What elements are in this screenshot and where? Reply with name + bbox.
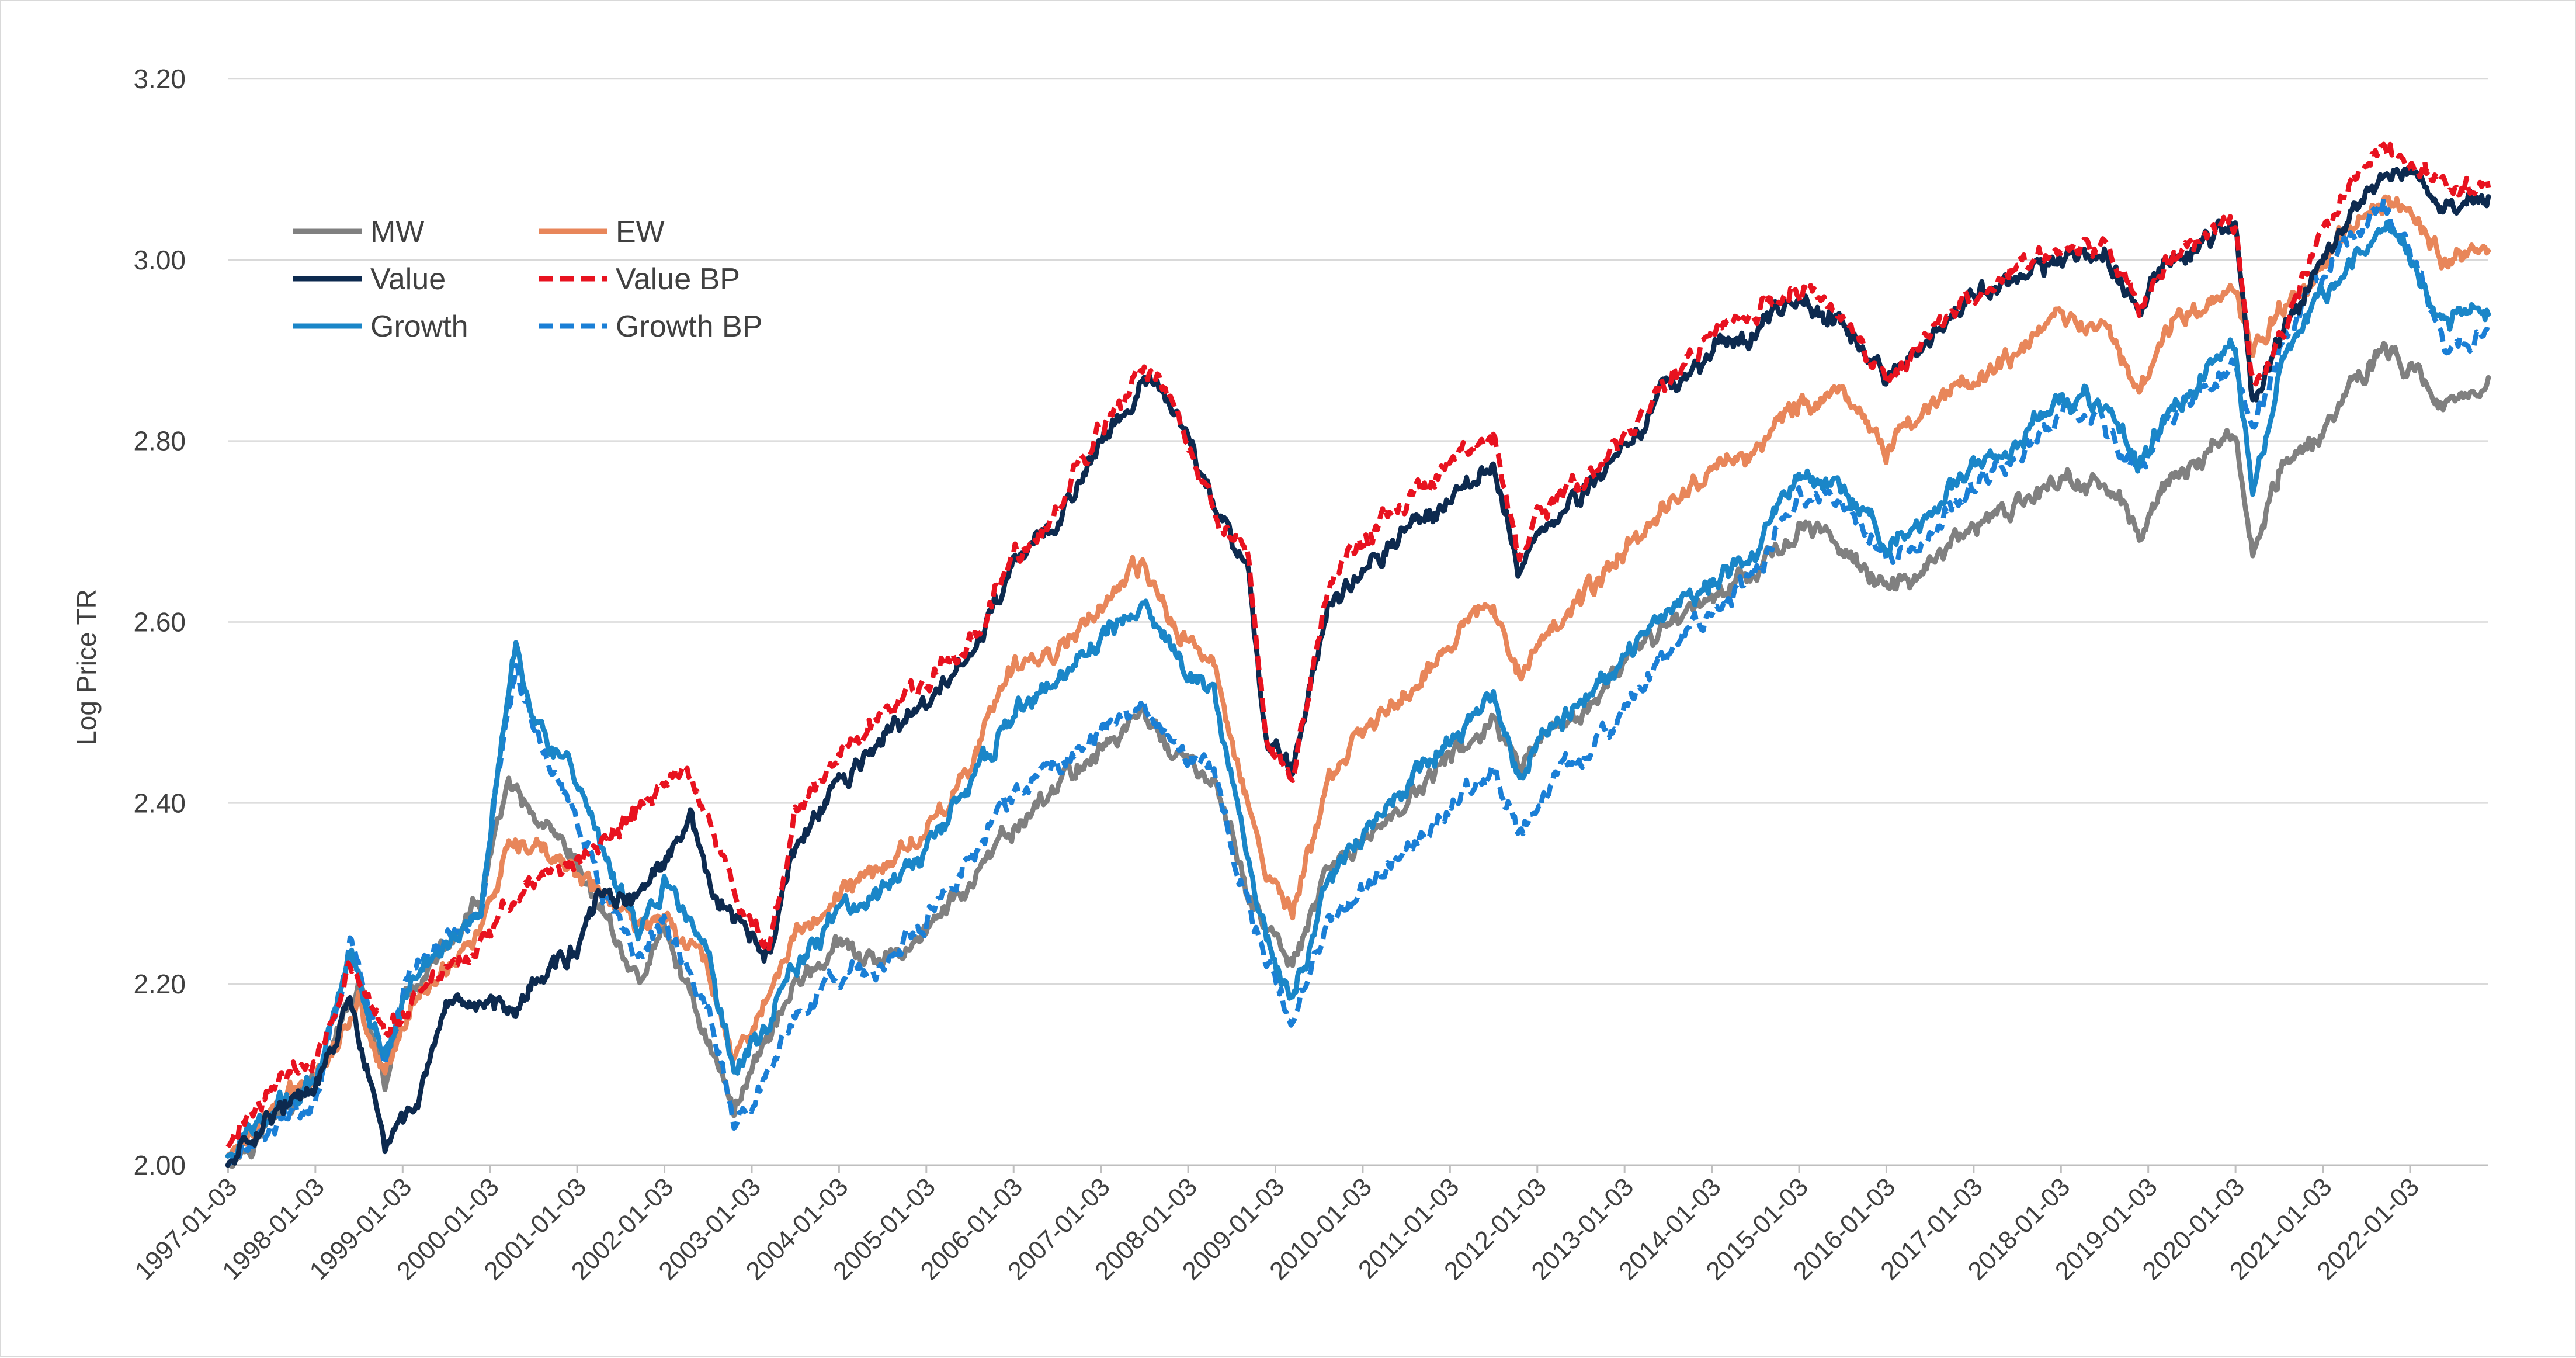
y-tick-label: 3.00	[133, 245, 186, 275]
series-line-ew	[225, 194, 2491, 1159]
series-line-value	[225, 165, 2491, 1168]
series-line-growth	[225, 220, 2491, 1159]
series-line-growth-bp	[225, 196, 2491, 1167]
y-tick-label: 2.20	[133, 969, 186, 999]
legend-label: MW	[370, 215, 424, 249]
y-tick-label: 2.40	[133, 788, 186, 818]
legend-label: Growth	[370, 310, 468, 344]
series-lines	[225, 141, 2491, 1169]
y-axis-ticks: 2.00 2.20 2.40 2.60 2.80 3.00 3.20	[133, 64, 186, 1180]
legend-item-ew: EW	[539, 215, 665, 249]
legend-item-mw: MW	[293, 215, 424, 249]
y-tick-label: 2.60	[133, 607, 186, 638]
legend-item-growth-bp: Growth BP	[539, 310, 762, 344]
gridlines	[228, 78, 2488, 985]
y-tick-label: 2.00	[133, 1150, 186, 1180]
legend-label: EW	[616, 215, 665, 249]
y-tick-label: 3.20	[133, 64, 186, 94]
legend-item-growth: Growth	[293, 310, 468, 344]
x-axis-ticks: 1997-01-031998-01-031999-01-032000-01-03…	[130, 1165, 2425, 1286]
legend-label: Value	[370, 262, 446, 296]
legend-item-value-bp: Value BP	[539, 262, 740, 296]
legend-item-value: Value	[293, 262, 446, 296]
legend-label: Growth BP	[616, 310, 762, 344]
legend-label: Value BP	[616, 262, 740, 296]
y-tick-label: 2.80	[133, 426, 186, 456]
y-axis-title: Log Price TR	[71, 589, 102, 746]
legend: MW EW Value Value BP Growth Growth BP	[293, 215, 762, 344]
series-line-value-bp	[225, 141, 2491, 1149]
